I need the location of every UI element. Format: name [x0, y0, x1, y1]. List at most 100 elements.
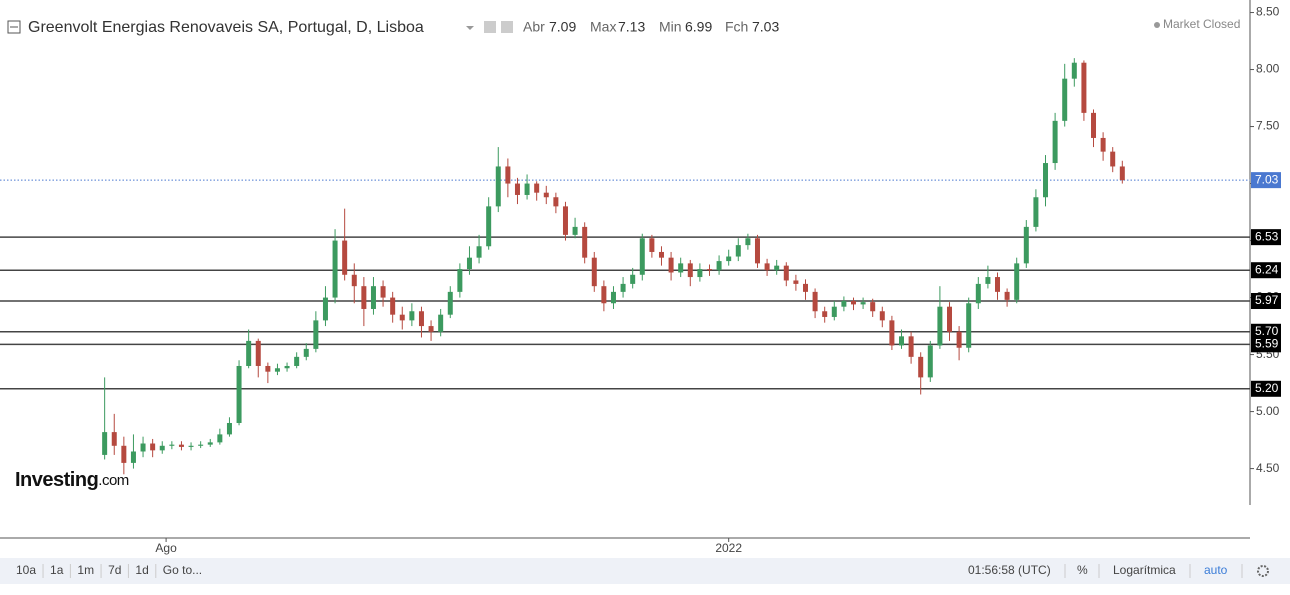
candle-body	[562, 206, 568, 235]
candle-body	[1071, 62, 1077, 79]
candle-body	[428, 326, 434, 332]
candle-body	[1119, 166, 1125, 181]
candle-body	[850, 300, 856, 305]
candle-body	[1052, 120, 1058, 164]
candle-body	[370, 286, 376, 309]
candle-body	[1062, 78, 1068, 121]
level-label: 5.70	[1255, 324, 1279, 338]
logo: Investing.com	[15, 469, 129, 491]
candle-body	[754, 238, 760, 264]
candle-body	[438, 314, 444, 332]
range-button[interactable]: 1a	[50, 563, 64, 577]
toolbar-bg	[0, 558, 1290, 584]
ohlc-value: 7.13	[618, 19, 645, 35]
candle-body	[1091, 112, 1097, 138]
level-label: 6.53	[1255, 229, 1279, 243]
candle-body	[274, 368, 280, 372]
level-tag	[1251, 336, 1281, 353]
range-button[interactable]: 1m	[77, 563, 94, 577]
candle-body	[582, 226, 588, 258]
candle-body	[399, 314, 405, 321]
candle-body	[649, 238, 655, 252]
candle-body	[726, 256, 732, 262]
candle-body	[774, 265, 780, 271]
level-tag	[1251, 262, 1281, 279]
candle-body	[553, 197, 559, 207]
candle-body	[159, 445, 165, 451]
settings-icon[interactable]	[1257, 565, 1269, 577]
candle-body	[658, 251, 664, 258]
level-label: 5.20	[1255, 381, 1279, 395]
candle-body	[697, 269, 703, 278]
ohlc-value: 7.03	[752, 19, 779, 35]
candle-body	[716, 261, 722, 271]
collapse-icon[interactable]	[7, 20, 21, 34]
level-label: 6.24	[1255, 262, 1279, 276]
y-tick-label: 4.50	[1256, 461, 1280, 475]
candle-body	[937, 306, 943, 346]
candle-body	[178, 444, 184, 447]
percent-button[interactable]: %	[1077, 563, 1088, 577]
candle-body	[687, 263, 693, 278]
dropdown-arrow[interactable]	[466, 26, 474, 30]
candle-body	[457, 269, 463, 292]
candle-body	[505, 166, 511, 184]
candle-body	[706, 269, 712, 271]
candle-body	[1023, 226, 1029, 264]
clock: 01:56:58 (UTC)	[968, 563, 1051, 577]
y-tick-label: 5.00	[1256, 404, 1280, 418]
candle-body	[130, 451, 136, 463]
candle-body	[313, 320, 319, 349]
candle-body	[898, 336, 904, 346]
candle-body	[447, 291, 453, 315]
last-price-tag	[1251, 172, 1281, 189]
candle-body	[966, 303, 972, 348]
candle-body	[418, 311, 424, 327]
range-button[interactable]: 7d	[108, 563, 121, 577]
y-tick-label: 8.50	[1256, 5, 1280, 19]
candle-body	[361, 286, 367, 309]
level-tag	[1251, 229, 1281, 246]
candle-body	[284, 365, 290, 369]
log-button[interactable]: Logarítmica	[1113, 563, 1176, 577]
candle-body	[879, 311, 885, 321]
candle-body	[1033, 197, 1039, 227]
candle-body	[927, 345, 933, 378]
range-button[interactable]: 10a	[16, 563, 36, 577]
candle-body	[822, 311, 828, 317]
candle-body	[255, 340, 261, 366]
candle-body	[793, 280, 799, 284]
auto-button[interactable]: auto	[1204, 563, 1228, 577]
candle-body	[342, 240, 348, 275]
candle-body	[121, 445, 127, 463]
candle-body	[332, 240, 338, 298]
candle-body	[783, 265, 789, 281]
ohlc-label: Abr	[523, 19, 545, 35]
y-tick-label: 8.00	[1256, 62, 1280, 76]
candle-body	[246, 340, 252, 366]
candle-body	[265, 365, 271, 372]
candle-body	[495, 166, 501, 207]
icon[interactable]	[501, 21, 513, 33]
candle-body	[745, 238, 751, 246]
candle-body	[889, 320, 895, 346]
candle-body	[150, 443, 156, 451]
candle-body	[1004, 291, 1010, 300]
ohlc-value: 6.99	[685, 19, 712, 35]
candle-body	[524, 183, 530, 195]
market-status: Market Closed	[1163, 17, 1240, 31]
y-tick-label: 7.50	[1256, 119, 1280, 133]
range-button[interactable]: 1d	[135, 563, 148, 577]
candle-body	[841, 300, 847, 307]
candle-body	[764, 263, 770, 271]
status-dot	[1154, 22, 1160, 28]
candle-body	[601, 286, 607, 304]
candle-body	[102, 432, 108, 455]
candle-body	[486, 206, 492, 247]
candle-body	[1043, 163, 1049, 198]
icon[interactable]	[484, 21, 496, 33]
range-button[interactable]: Go to...	[163, 563, 202, 577]
candle-body	[476, 246, 482, 258]
